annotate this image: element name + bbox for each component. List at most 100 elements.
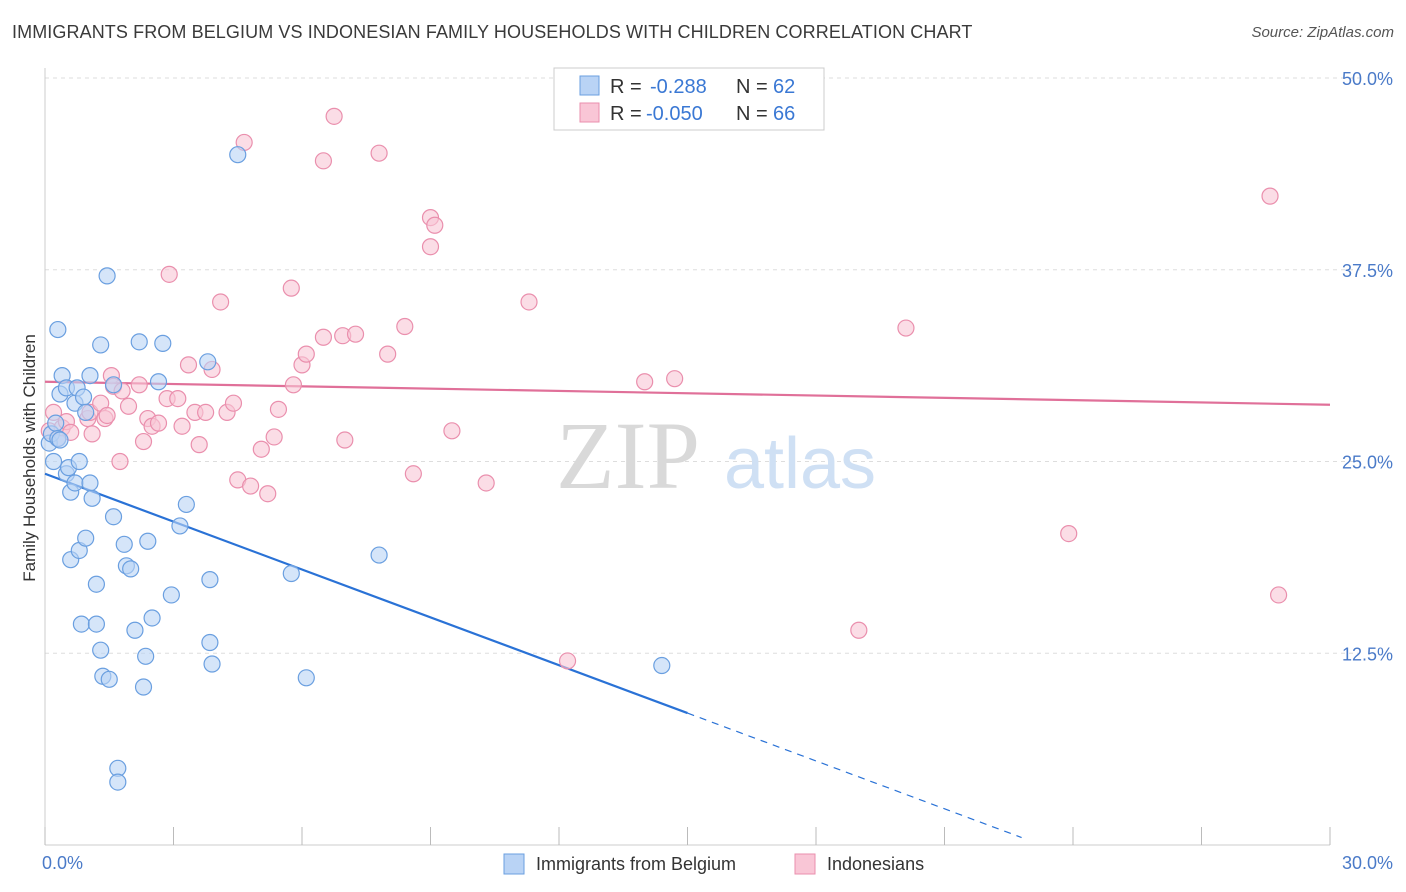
indonesians-point bbox=[314, 152, 333, 170]
belgium-point bbox=[81, 366, 99, 385]
belgium-point bbox=[126, 621, 144, 639]
indonesians-point bbox=[443, 422, 461, 440]
axes bbox=[44, 68, 1331, 846]
belgium-point bbox=[44, 452, 63, 471]
trend-lines bbox=[44, 380, 1331, 839]
indonesians-point bbox=[282, 279, 300, 297]
indonesians-point bbox=[314, 328, 333, 346]
belgium-point bbox=[87, 575, 106, 593]
indonesians-trend-line bbox=[44, 380, 1331, 406]
indonesians-point bbox=[269, 400, 288, 418]
indonesians-point bbox=[325, 107, 343, 125]
bottom-legend-label-belgium: Immigrants from Belgium bbox=[536, 854, 736, 874]
indonesians-point bbox=[1060, 524, 1078, 543]
indonesians-point bbox=[426, 216, 444, 234]
indonesians-point bbox=[346, 325, 365, 343]
legend-r-value-2: -0.050 bbox=[646, 103, 703, 125]
indonesians-point bbox=[173, 417, 191, 435]
x-tick-label: 30.0% bbox=[1342, 853, 1393, 873]
indonesians-point bbox=[520, 293, 538, 311]
indonesians-point bbox=[1269, 586, 1288, 604]
belgium-point bbox=[201, 633, 219, 652]
y-axis-label: Family Households with Children bbox=[20, 334, 39, 582]
belgium-point bbox=[98, 267, 116, 285]
belgium-point bbox=[370, 546, 388, 564]
belgium-point bbox=[47, 414, 65, 432]
indonesians-point bbox=[379, 345, 397, 363]
indonesians-point bbox=[636, 373, 654, 391]
indonesians-point bbox=[558, 652, 577, 670]
belgium-point bbox=[122, 560, 140, 578]
indonesians-point bbox=[130, 376, 148, 394]
data-points bbox=[40, 107, 1288, 791]
indonesians-point bbox=[666, 370, 684, 388]
indonesians-point bbox=[160, 265, 178, 283]
legend-n-label-1: N = bbox=[736, 76, 768, 98]
indonesians-point bbox=[477, 474, 495, 492]
indonesians-point bbox=[284, 376, 303, 394]
indonesians-point bbox=[421, 238, 440, 256]
y-tick-labels: 12.5% 25.0% 37.5% 50.0% bbox=[1342, 69, 1393, 664]
belgium-point bbox=[51, 431, 69, 449]
belgium-point bbox=[171, 517, 189, 535]
legend-swatch-pink bbox=[579, 102, 600, 123]
belgium-point bbox=[92, 336, 110, 354]
indonesians-point bbox=[83, 425, 101, 443]
indonesians-point bbox=[212, 293, 230, 311]
belgium-point bbox=[199, 353, 217, 371]
belgium-point bbox=[139, 532, 157, 550]
belgium-point bbox=[104, 508, 123, 526]
indonesians-point bbox=[336, 431, 354, 449]
bottom-legend-label-indonesians: Indonesians bbox=[827, 854, 924, 874]
indonesians-point bbox=[111, 452, 129, 471]
indonesians-point bbox=[98, 406, 116, 425]
belgium-point bbox=[100, 670, 118, 688]
belgium-point bbox=[134, 678, 153, 696]
legend-n-label-2: N = bbox=[736, 103, 768, 125]
indonesians-point bbox=[119, 397, 138, 415]
bottom-legend-swatch-pink bbox=[794, 853, 816, 875]
belgium-point bbox=[130, 333, 148, 351]
indonesians-point bbox=[897, 319, 915, 337]
indonesians-point bbox=[265, 428, 283, 446]
bottom-legend: Immigrants from Belgium Indonesians bbox=[503, 853, 924, 875]
indonesians-point bbox=[1261, 187, 1279, 205]
legend: R = -0.288 N = 62 R = -0.050 N = 66 bbox=[553, 67, 825, 131]
indonesians-point bbox=[169, 390, 187, 408]
indonesians-point bbox=[179, 356, 198, 374]
belgium-point bbox=[109, 773, 127, 791]
indonesians-point bbox=[370, 144, 388, 162]
belgium-point bbox=[653, 656, 671, 675]
y-tick-label: 12.5% bbox=[1342, 644, 1393, 664]
belgium-point bbox=[72, 615, 91, 633]
indonesians-point bbox=[149, 414, 168, 432]
belgium-point bbox=[83, 489, 101, 507]
legend-r-label-1: R = bbox=[610, 76, 642, 98]
indonesians-point bbox=[197, 403, 215, 422]
belgium-point bbox=[143, 609, 161, 627]
belgium-point bbox=[81, 474, 99, 492]
belgium-point bbox=[87, 615, 106, 633]
legend-n-value-1: 62 bbox=[773, 76, 795, 98]
indonesians-point bbox=[404, 465, 422, 483]
belgium-trend-extension bbox=[687, 712, 1022, 839]
watermark-zip: ZIP bbox=[556, 402, 700, 509]
y-tick-label: 25.0% bbox=[1342, 453, 1393, 473]
indonesians-point bbox=[252, 440, 270, 458]
belgium-point bbox=[92, 641, 110, 659]
legend-n-value-2: 66 bbox=[773, 103, 795, 125]
belgium-point bbox=[203, 655, 221, 673]
watermark-atlas: atlas bbox=[724, 424, 876, 504]
legend-r-value-1: -0.288 bbox=[650, 76, 707, 98]
indonesians-point bbox=[396, 317, 414, 336]
indonesians-point bbox=[297, 345, 315, 363]
legend-r-label-2: R = bbox=[610, 103, 642, 125]
watermark: ZIP atlas bbox=[556, 402, 876, 509]
legend-swatch-blue bbox=[579, 75, 600, 96]
x-tick-labels: 0.0% 30.0% bbox=[42, 853, 1393, 873]
indonesians-point bbox=[242, 477, 260, 495]
belgium-point bbox=[77, 529, 95, 547]
belgium-point bbox=[177, 495, 195, 514]
belgium-point bbox=[104, 376, 123, 394]
belgium-point bbox=[115, 535, 133, 553]
